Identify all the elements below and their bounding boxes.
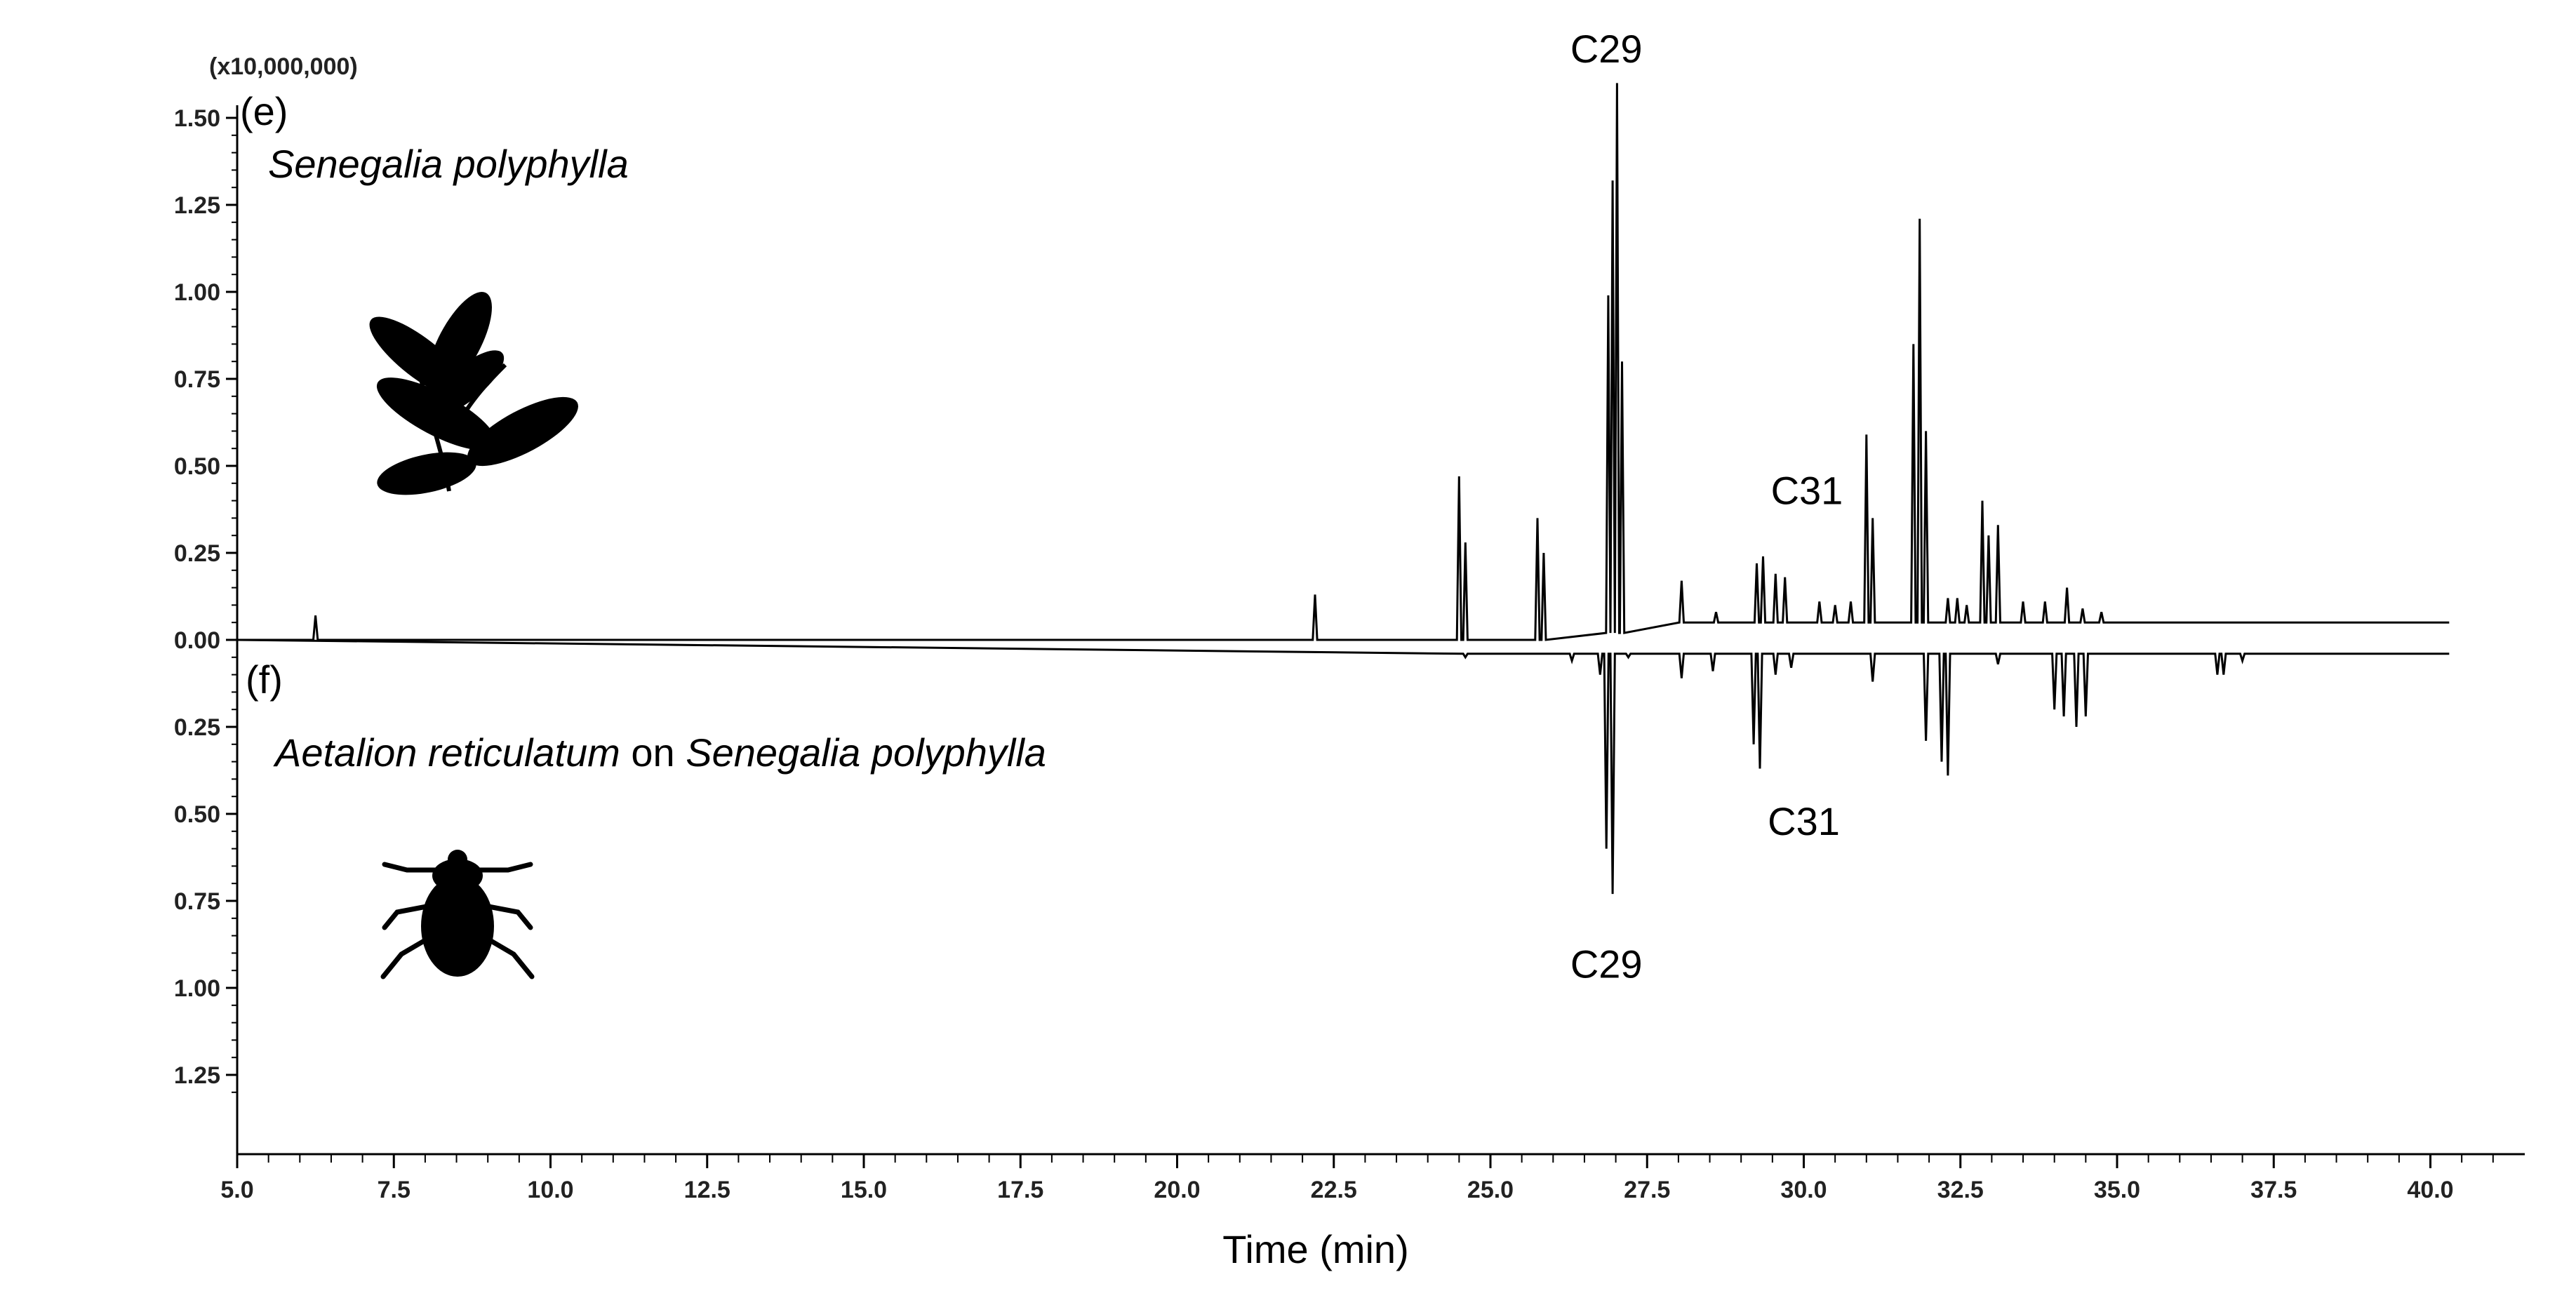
- panel-f-title-part-1: on: [620, 730, 686, 775]
- x-tick-label: 17.5: [997, 1177, 1043, 1203]
- panel-e-title: Senegalia polyphylla: [268, 142, 629, 186]
- y-tick-label: 0.75: [174, 888, 220, 915]
- y-scale-label: (x10,000,000): [209, 53, 358, 80]
- x-tick-label: 5.0: [220, 1177, 253, 1203]
- x-tick-label: 7.5: [378, 1177, 411, 1203]
- y-tick-label: 0.50: [174, 453, 220, 480]
- panel-e-tag: (e): [240, 89, 288, 133]
- x-tick-label: 27.5: [1624, 1177, 1670, 1203]
- panel-f-tag: (f): [246, 657, 283, 702]
- y-tick-label: 0.25: [174, 714, 220, 741]
- leaf-silhouette-icon: [369, 291, 578, 495]
- y-tick-label: 1.50: [174, 105, 220, 132]
- x-tick-label: 32.5: [1937, 1177, 1984, 1203]
- y-tick-label: 1.00: [174, 279, 220, 306]
- x-tick-label: 30.0: [1780, 1177, 1827, 1203]
- y-tick-label: 0.75: [174, 366, 220, 393]
- x-tick-label: 22.5: [1311, 1177, 1357, 1203]
- peak-annotation-f-c31: C31: [1768, 799, 1840, 843]
- panel-f-title: Aetalion reticulatum on Senegalia polyph…: [273, 730, 1046, 775]
- y-tick-label: 0.00: [174, 627, 220, 654]
- x-tick-label: 20.0: [1154, 1177, 1200, 1203]
- y-tick-label: 1.25: [174, 1062, 220, 1089]
- peak-annotation-e-c31: C31: [1771, 469, 1843, 513]
- label-layer: 0.00 0.25 0.50 0.75 1.00 1.25 1.50 0.25 0.50 0.75…: [174, 27, 2454, 1203]
- series-f-trace: [236, 638, 2450, 895]
- trace-layer: [236, 83, 2450, 895]
- y-tick-label: 0.25: [174, 540, 220, 567]
- peak-annotation-f-c29: C29: [1570, 942, 1643, 986]
- y-tick-label: 1.25: [174, 192, 220, 219]
- x-tick-label: 10.0: [527, 1177, 573, 1203]
- panel-f-title-part-0: Aetalion reticulatum: [273, 730, 620, 775]
- x-tick-label: 35.0: [2094, 1177, 2140, 1203]
- series-e-trace: [237, 83, 2450, 641]
- panel-e-title-part-0: Senegalia polyphylla: [268, 142, 629, 186]
- y-tick-label: 0.50: [174, 801, 220, 828]
- x-tick-label: 25.0: [1467, 1177, 1514, 1203]
- x-axis-title: Time (min): [1222, 1227, 1408, 1271]
- x-tick-label: 15.0: [841, 1177, 887, 1203]
- y-tick-label: 1.00: [174, 975, 220, 1002]
- insect-silhouette-icon: [380, 850, 535, 979]
- x-tick-label: 12.5: [684, 1177, 730, 1203]
- peak-annotation-e-c29: C29: [1570, 27, 1643, 71]
- x-tick-label: 37.5: [2250, 1177, 2297, 1203]
- panel-f-title-part-2: Senegalia polyphylla: [686, 730, 1046, 775]
- axes-layer: [226, 105, 2525, 1168]
- x-tick-label: 40.0: [2407, 1177, 2453, 1203]
